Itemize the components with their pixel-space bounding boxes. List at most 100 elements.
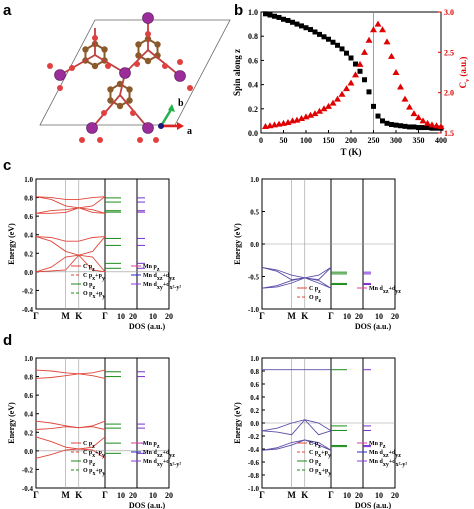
spin-point xyxy=(281,16,286,22)
band-line xyxy=(261,439,332,451)
legend-label: Mn dxy+dx²-y² xyxy=(369,459,407,468)
x-tick-label: 400 xyxy=(435,136,447,145)
legend-label: Mn dxz+dyz xyxy=(369,450,401,459)
dos-tick-label: 20 xyxy=(355,312,363,321)
y-tick-label: 1.0 xyxy=(24,176,33,184)
spin-point xyxy=(330,39,336,45)
cv-point xyxy=(298,114,305,121)
benzene-ring-1-carbon-3 xyxy=(135,41,142,48)
y-tick-label: 0.5 xyxy=(250,209,259,217)
axis-a-label: a xyxy=(187,126,192,137)
y-tick-label: -0.4 xyxy=(22,485,34,493)
dos-tick-label: 20 xyxy=(391,312,399,321)
spin-point xyxy=(299,23,304,29)
y-tick-label: -0.2 xyxy=(248,433,260,441)
y-tick-label: 0.0 xyxy=(24,269,33,277)
spin-point xyxy=(357,68,363,74)
band-line xyxy=(35,373,106,379)
legend-label: Mn pz xyxy=(143,441,160,450)
spin-point xyxy=(393,122,399,128)
band-line xyxy=(35,369,106,375)
oxygen-atom-12 xyxy=(79,137,85,143)
y-tick-label: 0.8 xyxy=(24,374,33,382)
benzene-ring-0-carbon-1 xyxy=(91,62,99,70)
lattice-axes: b a xyxy=(158,98,192,137)
band-line xyxy=(35,236,106,256)
spin-point xyxy=(276,14,282,20)
cv-point xyxy=(343,85,350,92)
cv-point xyxy=(316,107,323,114)
oxygen-atom-11 xyxy=(47,63,53,69)
dos-tick-label: 10 xyxy=(149,312,157,321)
dos-tick-label: 10 xyxy=(117,491,125,500)
legend-label: O pz xyxy=(309,295,322,304)
cv-point xyxy=(338,90,346,97)
k-point-label: K xyxy=(75,311,82,321)
y-tick-label: -0.4 xyxy=(248,446,260,454)
legend-label: Mn dxy+dx²-y² xyxy=(143,459,181,468)
bond-0 xyxy=(59,54,96,76)
y2-tick-label: 1.5 xyxy=(444,129,454,138)
dos-tick-label: 10 xyxy=(375,312,383,321)
y-tick-label: 0.8 xyxy=(250,368,259,376)
oxygen-atom-1 xyxy=(105,63,111,69)
oxygen-atom-4 xyxy=(101,110,107,116)
spin-point xyxy=(366,89,372,95)
legend-label: C pz xyxy=(83,264,95,273)
x-tick-label: 150 xyxy=(323,136,335,145)
x-tick-label: 200 xyxy=(345,136,357,145)
y-tick-label: 0.0 xyxy=(250,420,259,428)
cv-point xyxy=(370,26,377,33)
cv-point xyxy=(356,60,364,67)
cv-point xyxy=(392,69,400,75)
spin-point xyxy=(402,123,408,129)
k-point-label: M xyxy=(61,311,70,321)
k-point-label: Γ xyxy=(33,490,39,500)
panel-letter-a: a xyxy=(3,2,12,19)
panel-letter-d: d xyxy=(3,332,13,349)
y-tick-label: -1.0 xyxy=(248,485,260,493)
cv-point xyxy=(388,52,395,59)
cv-point xyxy=(352,71,359,78)
spin-point xyxy=(321,34,327,40)
legend-label: Mn pz xyxy=(369,441,386,450)
benzene-ring-0-carbon-3 xyxy=(82,46,89,53)
x-tick-label: 300 xyxy=(390,136,402,145)
spin-point xyxy=(326,36,331,42)
legend-label: O pz xyxy=(83,282,96,291)
cv-point xyxy=(397,83,404,90)
oxygen-atom-14 xyxy=(137,137,143,143)
cv-point xyxy=(410,110,418,117)
y-axis-label: Spin along z xyxy=(232,49,242,96)
cv-point xyxy=(374,20,382,27)
oxygen-atom-8 xyxy=(177,59,183,65)
cv-point xyxy=(284,119,292,126)
spin-point xyxy=(290,19,295,25)
y-tick-label: 0.4 xyxy=(250,394,259,402)
k-point-label: Γ xyxy=(102,311,108,321)
plot-frame xyxy=(35,357,170,489)
y-tick-label: 1.0 xyxy=(24,355,33,363)
spin-point xyxy=(380,118,385,124)
dos-tick-label: 20 xyxy=(355,491,363,500)
k-point-label: M xyxy=(61,490,70,500)
k-point-label: M xyxy=(287,490,296,500)
mn-atom-3 xyxy=(86,122,98,134)
cv-point xyxy=(419,117,427,124)
y-axis-label: Energy (eV) xyxy=(233,402,242,444)
unit-cell-outline xyxy=(39,19,231,126)
cv-point xyxy=(365,36,373,43)
plot-frame xyxy=(35,178,170,310)
dos-tick-label: 20 xyxy=(129,312,137,321)
y-tick-label: -0.2 xyxy=(22,466,34,474)
spin-point xyxy=(344,50,349,56)
x-tick-label: 50 xyxy=(280,136,288,145)
y-tick-label: -0.6 xyxy=(248,459,260,467)
y-tick-label: 0.6 xyxy=(248,56,258,65)
oxygen-atom-3 xyxy=(162,63,168,69)
band-line xyxy=(35,236,106,242)
oxygen-atom-0 xyxy=(69,65,75,71)
spin-point xyxy=(384,120,390,126)
benzene-ring-0-carbon-5 xyxy=(101,46,108,53)
